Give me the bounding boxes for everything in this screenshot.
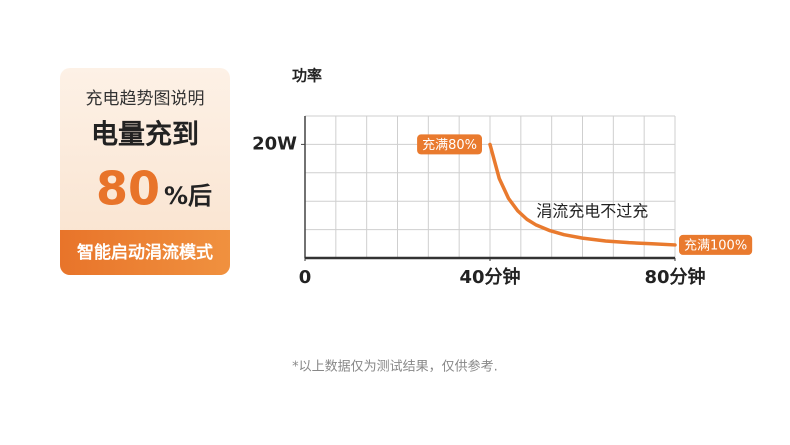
card-bg	[60, 68, 230, 275]
card-subtitle: 充电趋势图说明	[86, 89, 205, 109]
x-tick-label: 80分钟	[644, 266, 705, 288]
badge-label: 充满80%	[422, 137, 477, 153]
chart: 功率 20W 0 40分钟 80分钟 充满80% 充满100% 涓流充电不过充	[252, 67, 753, 288]
card-band-text: 智能启动涓流模式	[77, 242, 213, 263]
y-tick-label: 20W	[252, 133, 297, 154]
point-badge: 充满80%	[417, 134, 482, 155]
x-tick-label: 40分钟	[459, 266, 520, 288]
y-axis-title: 功率	[292, 67, 322, 85]
curve-note: 涓流充电不过充	[536, 201, 648, 220]
x-tick-label: 0	[299, 267, 312, 288]
badge-bg	[417, 134, 482, 155]
badge-label: 充满100%	[684, 237, 747, 253]
card-big-number: 80	[96, 162, 160, 216]
info-card: 充电趋势图说明 电量充到 80 %后 智能启动涓流模式	[60, 68, 230, 275]
badge-bg	[679, 234, 753, 255]
footnote: *以上数据仅为测试结果，仅供参考.	[292, 359, 498, 375]
card-headline: 电量充到	[91, 119, 199, 151]
point-badge: 充满100%	[679, 234, 753, 255]
card-band	[60, 230, 230, 275]
power-curve	[488, 142, 677, 247]
card-suffix: %后	[164, 182, 212, 210]
